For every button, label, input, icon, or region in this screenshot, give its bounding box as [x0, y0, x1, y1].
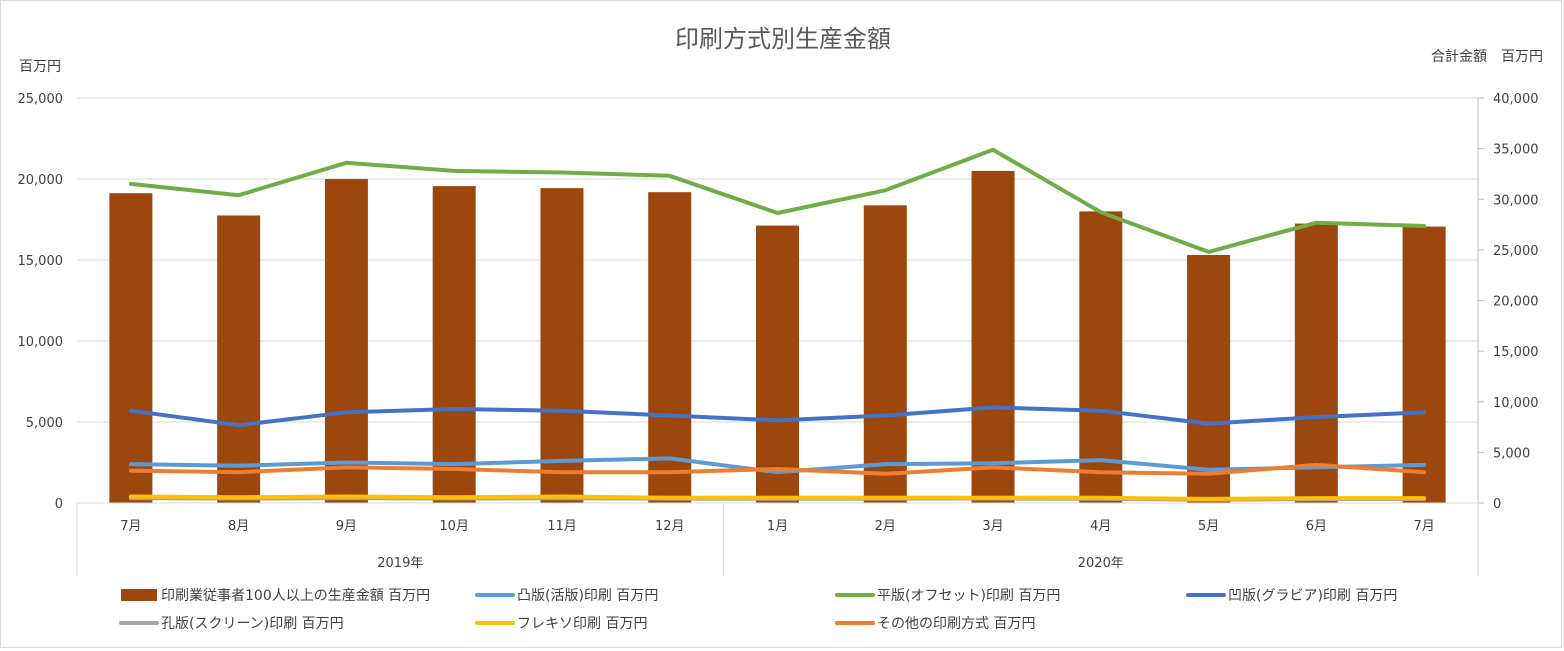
- y-right-tick-label: 0: [1493, 497, 1501, 512]
- y-right-tick-label: 25,000: [1493, 244, 1539, 259]
- series-line: [128, 494, 1427, 501]
- line-series: [128, 147, 1427, 502]
- x-tick-label: 2月: [875, 519, 896, 534]
- x-tick-label: 8月: [228, 519, 249, 534]
- bar: [648, 192, 692, 503]
- y-right-axis-label: 合計金額 百万円: [1431, 49, 1543, 65]
- legend: 印刷業従事者100人以上の生産金額 百万円 凸版(活版)印刷 百万円 平版(オフセッ…: [119, 588, 1397, 632]
- bar: [1402, 226, 1446, 503]
- x-tick-label: 9月: [336, 519, 357, 534]
- legend-swatch: [121, 589, 157, 601]
- y-left-tick-label: 25,000: [18, 92, 64, 107]
- x-tick-label: 3月: [982, 519, 1003, 534]
- x-group-label: 2019年: [377, 556, 423, 571]
- y-left-axis-label: 百万円: [19, 59, 61, 75]
- x-group-label: 2020年: [1078, 556, 1124, 571]
- y-right-tick-label: 30,000: [1493, 193, 1539, 208]
- bar: [756, 225, 799, 503]
- series-line: [128, 147, 1427, 254]
- series-line: [128, 456, 1427, 475]
- bar: [1294, 223, 1338, 504]
- bar: [863, 205, 907, 503]
- chart-title: 印刷方式別生産金額: [675, 25, 891, 53]
- legend-label: 印刷業従事者100人以上の生産金額 百万円: [161, 588, 430, 604]
- y-right-tick-label: 35,000: [1493, 143, 1539, 158]
- legend-label: その他の印刷方式 百万円: [877, 616, 1035, 632]
- bar: [971, 170, 1015, 503]
- legend-label: フレキソ印刷 百万円: [517, 616, 647, 632]
- x-tick-label: 6月: [1306, 519, 1327, 534]
- bar: [109, 193, 153, 504]
- x-tick-label: 12月: [655, 519, 685, 534]
- x-tick-label: 7月: [120, 519, 141, 534]
- bar-series: [109, 170, 1446, 504]
- bar: [217, 215, 261, 503]
- series-line: [128, 462, 1427, 476]
- y-left-tick-label: 15,000: [18, 254, 64, 269]
- y-right-tick-label: 20,000: [1493, 295, 1539, 310]
- y-right-tick-label: 5,000: [1493, 446, 1530, 461]
- x-tick-label: 5月: [1198, 519, 1219, 534]
- y-right-tick-label: 15,000: [1493, 345, 1539, 360]
- series-line: [128, 405, 1427, 428]
- y-right-tick-label: 10,000: [1493, 396, 1539, 411]
- x-tick-label: 11月: [547, 519, 577, 534]
- bar: [540, 188, 584, 504]
- y-left-tick-label: 10,000: [18, 335, 64, 350]
- x-tick-label: 7月: [1413, 519, 1434, 534]
- bar: [1079, 211, 1123, 503]
- y-right-tick-label: 40,000: [1493, 92, 1539, 107]
- x-tick-label: 1月: [767, 519, 788, 534]
- y-left-tick-label: 5,000: [26, 416, 63, 431]
- axes: 0 5,000 10,000 15,000 20,000 25,000 0 5,000 10,0…: [18, 92, 1539, 576]
- legend-label: 凹版(グラビア)印刷 百万円: [1228, 588, 1397, 604]
- bar: [432, 186, 476, 503]
- legend-label: 平版(オフセット)印刷 百万円: [877, 588, 1060, 604]
- bar: [1187, 254, 1231, 503]
- x-tick-label: 10月: [439, 519, 469, 534]
- x-tick-label: 4月: [1090, 519, 1111, 534]
- legend-label: 孔版(スクリーン)印刷 百万円: [161, 616, 344, 632]
- y-left-tick-label: 20,000: [18, 173, 64, 188]
- legend-label: 凸版(活版)印刷 百万円: [517, 588, 658, 604]
- bar: [324, 179, 368, 503]
- y-left-tick-label: 0: [55, 497, 63, 512]
